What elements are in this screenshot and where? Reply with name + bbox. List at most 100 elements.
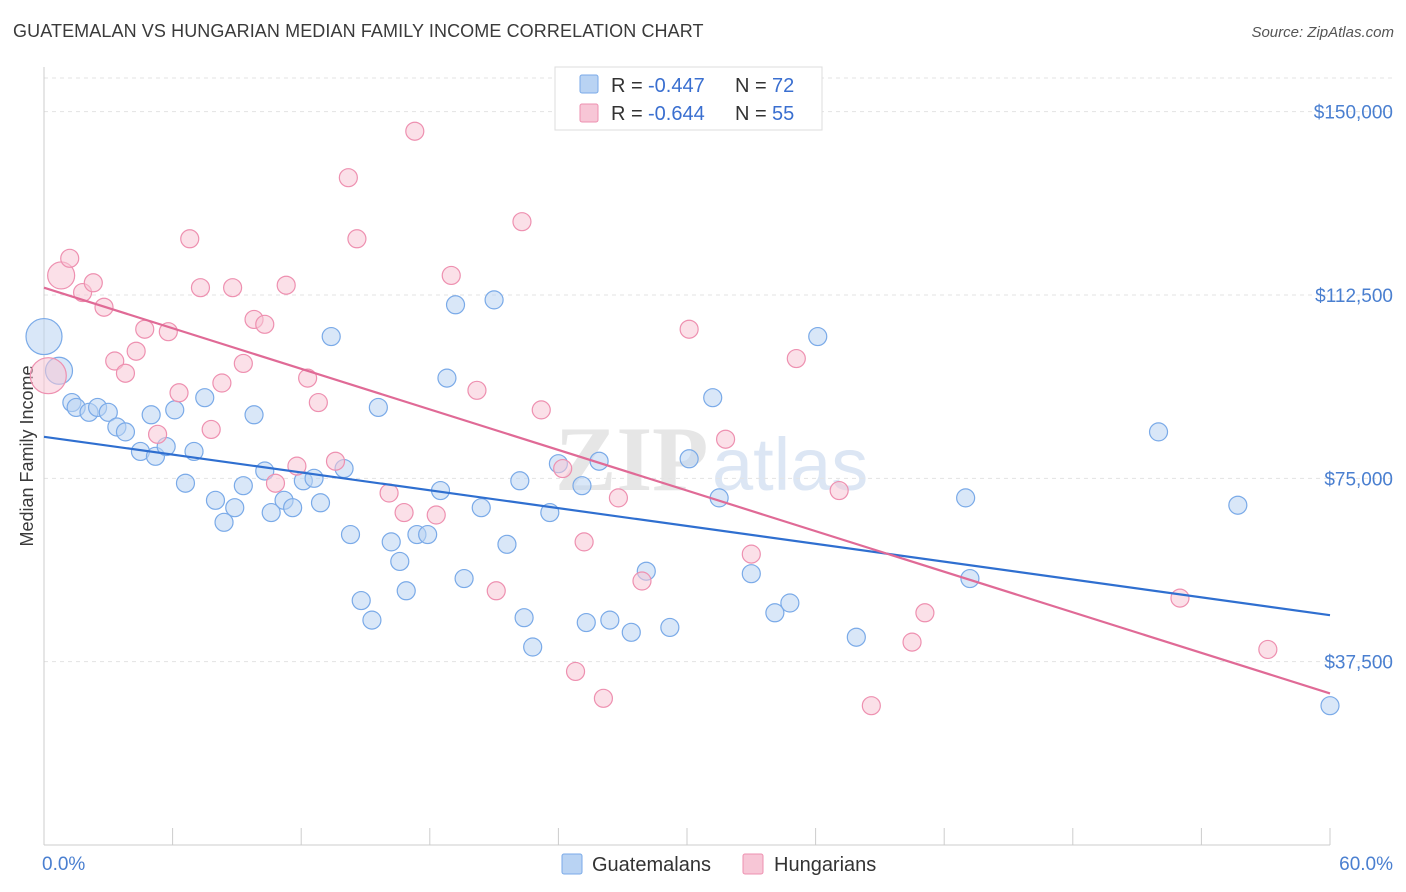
bottom-legend-swatch-guatemalans: [561, 853, 583, 875]
legend-n-value-1: 55: [772, 103, 794, 125]
guatemalans-point-62: [741, 564, 761, 584]
guatemalans-point-34: [368, 397, 388, 418]
hungarians-point-35: [486, 581, 506, 601]
hungarians-point-36: [512, 212, 532, 232]
hungarians-point-48: [829, 480, 849, 501]
correlation-legend: R = -0.447 N = 72 R = -0.644 N = 55: [554, 66, 823, 131]
hungarians-point-21: [265, 473, 286, 493]
y-tick-label-2: $112,500: [1315, 286, 1393, 307]
hungarians-point-13: [180, 229, 200, 249]
hungarians-point-49: [861, 696, 881, 716]
hungarians-point-53: [1258, 639, 1278, 660]
hungarians-point-34: [467, 380, 487, 400]
legend-r-label-0: R =: [611, 75, 643, 97]
hungarians-point-20: [255, 314, 275, 334]
hungarians-point-7: [115, 363, 136, 383]
trend-line-guatemalans: [43, 435, 1331, 617]
guatemalans-point-49: [523, 637, 543, 657]
guatemalans-point-39: [418, 524, 438, 545]
guatemalans-point-45: [484, 290, 504, 310]
guatemalans-point-58: [660, 617, 680, 638]
hungarians-point-22: [276, 275, 296, 295]
guatemalans-point-29: [321, 326, 341, 347]
guatemalans-point-10: [141, 405, 161, 425]
guatemalans-point-67: [956, 488, 976, 508]
hungarians-point-47: [786, 348, 806, 369]
hungarians-point-52: [1170, 588, 1190, 608]
legend-r-value-1: -0.644: [648, 103, 705, 125]
hungarians-point-24: [298, 368, 318, 388]
hungarians-point-31: [405, 121, 425, 141]
guatemalans-point-28: [310, 493, 331, 513]
guatemalans-point-20: [233, 476, 253, 496]
guatemalans-point-44: [471, 498, 491, 518]
chart-title: GUATEMALAN VS HUNGARIAN MEDIAN FAMILY IN…: [13, 21, 704, 41]
hungarians-point-17: [223, 278, 243, 298]
x-tick-label-min: 0.0%: [42, 854, 85, 875]
hungarians-point-25: [308, 392, 328, 413]
y-tick-label-1: $75,000: [1324, 469, 1393, 490]
axes: [43, 67, 1331, 846]
legend-n-label-1: N =: [735, 103, 767, 125]
guatemalans-point-27: [304, 468, 324, 488]
guatemalans-point-16: [195, 388, 215, 408]
hungarians-point-40: [574, 532, 594, 552]
guatemalans-point-52: [572, 476, 592, 496]
hungarians-point-30: [394, 502, 414, 523]
hungarians-point-28: [347, 229, 367, 249]
guatemalans-point-53: [576, 612, 596, 633]
y-tick-label-3: $150,000: [1314, 103, 1393, 124]
hungarians-point-4: [83, 273, 103, 293]
guatemalans-point-6: [98, 402, 118, 422]
guatemalans-point-8: [115, 422, 136, 442]
guatemalans-point-48: [514, 608, 534, 628]
hungarians-point-15: [201, 419, 221, 440]
hungarians-point-38: [553, 458, 573, 479]
hungarians-point-8: [126, 341, 146, 361]
series-hungarians: [29, 121, 1278, 716]
guatemalans-point-41: [437, 368, 457, 388]
hungarians-point-39: [565, 661, 586, 682]
y-axis-label: Median Family Income: [17, 365, 37, 546]
guatemalans-point-32: [351, 590, 371, 611]
legend-swatch-hungarians: [579, 103, 599, 123]
guatemalans-point-25: [283, 498, 303, 518]
bottom-legend-label-hungarians: Hungarians: [774, 854, 876, 876]
legend-r-value-0: -0.447: [648, 75, 705, 97]
guatemalans-point-60: [703, 388, 723, 408]
hungarians-point-32: [426, 505, 446, 525]
hungarians-point-0: [29, 357, 67, 395]
hungarians-point-44: [679, 319, 699, 339]
hungarians-point-27: [338, 168, 358, 188]
x-tick-label-max: 60.0%: [1339, 854, 1393, 875]
guatemalans-point-23: [261, 502, 281, 523]
guatemalans-point-21: [244, 405, 264, 425]
source-credit: Source: ZipAtlas.com: [1251, 24, 1394, 41]
guatemalans-point-13: [165, 400, 185, 420]
trend-lines: [43, 286, 1331, 695]
guatemalans-point-17: [205, 490, 226, 510]
hungarians-point-16: [212, 373, 232, 393]
guatemalans-point-64: [780, 593, 800, 613]
hungarians-point-41: [593, 688, 614, 708]
guatemalans-point-42: [445, 295, 466, 315]
guatemalans-point-54: [589, 451, 609, 471]
guatemalans-point-47: [510, 471, 530, 491]
guatemalans-point-66: [846, 627, 866, 647]
hungarians-point-45: [715, 429, 736, 449]
hungarians-point-26: [325, 451, 346, 471]
guatemalans-point-33: [362, 610, 382, 630]
tick-labels: $37,500 $75,000 $112,500 $150,000 0.0% 60.0%: [42, 103, 1393, 875]
legend-r-label-1: R =: [611, 103, 643, 125]
guatemalans-point-68: [960, 568, 980, 589]
guatemalans-point-46: [497, 534, 517, 554]
trend-line-hungarians: [43, 286, 1331, 695]
hungarians-point-50: [902, 632, 922, 652]
hungarians-point-9: [135, 319, 155, 339]
guatemalans-point-55: [600, 610, 620, 630]
guatemalans-point-35: [381, 532, 401, 552]
guatemalans-point-71: [1320, 696, 1340, 716]
legend-n-label-0: N =: [735, 75, 767, 97]
hungarians-point-12: [169, 383, 189, 403]
hungarians-point-18: [233, 353, 253, 374]
